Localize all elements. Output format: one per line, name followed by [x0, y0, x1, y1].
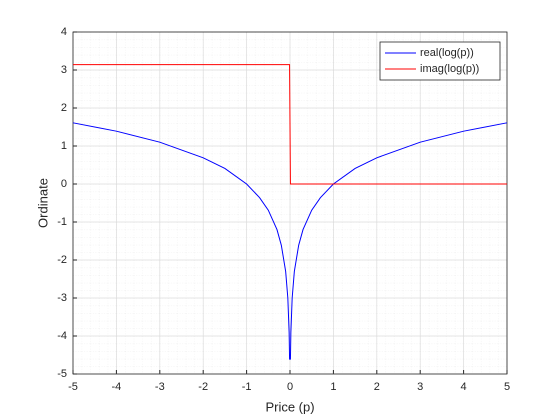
y-tick-label: 0 — [61, 178, 67, 190]
y-tick-label: -2 — [57, 254, 67, 266]
x-tick-label: -1 — [242, 381, 252, 393]
x-tick-label: 0 — [287, 381, 293, 393]
legend-label: imag(log(p)) — [420, 63, 479, 75]
y-tick-label: 4 — [61, 26, 67, 38]
legend-box — [379, 41, 501, 81]
y-tick-label: -1 — [57, 216, 67, 228]
y-tick-label: 1 — [61, 140, 67, 152]
x-tick-label: -5 — [68, 381, 78, 393]
legend-label: real(log(p)) — [420, 47, 474, 59]
y-tick-label: 2 — [61, 102, 67, 114]
y-tick-label: -4 — [57, 330, 67, 342]
x-tick-label: 2 — [374, 381, 380, 393]
y-tick-label: -3 — [57, 292, 67, 304]
x-tick-label: -3 — [155, 381, 165, 393]
y-tick-label: -5 — [57, 368, 67, 380]
data-line — [72, 122, 508, 360]
x-axis-label: Price (p) — [265, 399, 314, 414]
x-tick-label: 1 — [330, 381, 336, 393]
x-tick-label: -2 — [198, 381, 208, 393]
data-line — [73, 64, 507, 185]
y-axis-label: Ordinate — [35, 178, 50, 228]
x-tick-label: 3 — [417, 381, 423, 393]
x-tick-label: 5 — [504, 381, 510, 393]
x-tick-label: 4 — [461, 381, 467, 393]
y-tick-label: 3 — [61, 64, 67, 76]
x-tick-label: -4 — [112, 381, 122, 393]
axes-box — [72, 31, 508, 375]
